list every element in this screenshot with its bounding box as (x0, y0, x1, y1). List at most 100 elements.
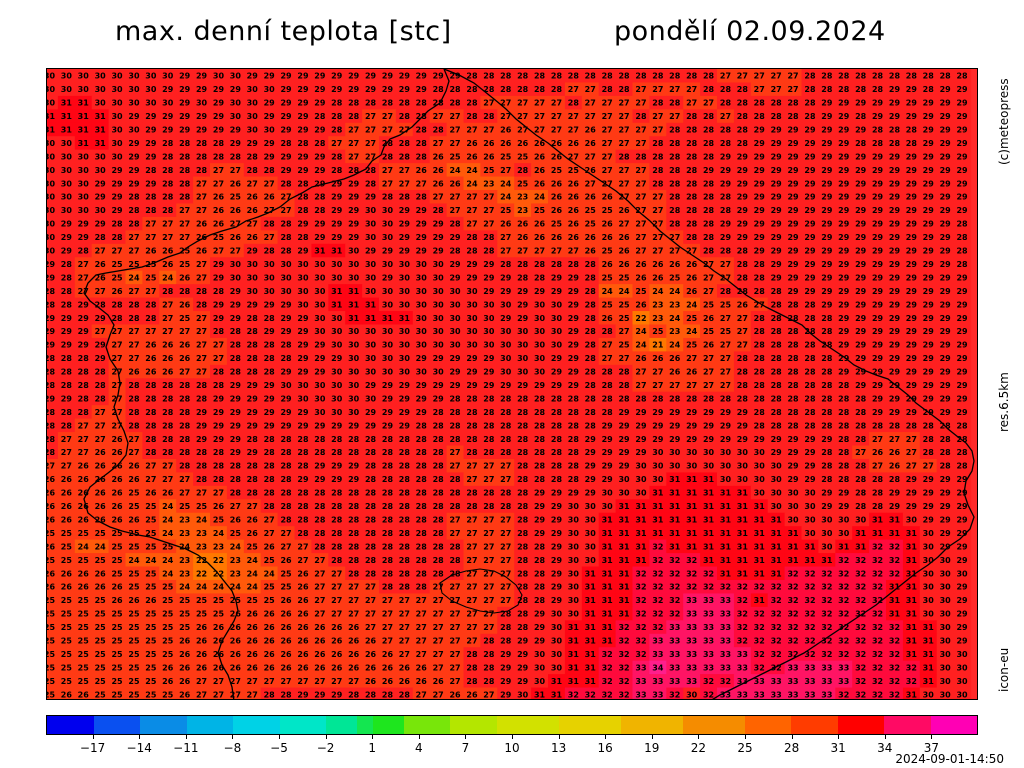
grid-value: 29 (956, 394, 968, 403)
grid-cell (260, 136, 279, 151)
grid-value: 26 (551, 179, 563, 188)
grid-value: 28 (872, 421, 884, 430)
grid-value: 27 (78, 287, 89, 296)
grid-cell (142, 109, 160, 124)
grid-value: 29 (264, 152, 276, 161)
grid-cell (886, 149, 904, 164)
grid-cell (902, 136, 921, 151)
grid-value: 29 (314, 475, 326, 484)
grid-value: 27 (433, 583, 444, 592)
grid-value: 27 (889, 435, 900, 444)
grid-value: 29 (230, 287, 242, 296)
grid-cell (581, 149, 600, 164)
grid-value: 28 (771, 112, 783, 121)
grid-cell (919, 95, 938, 110)
grid-cell (463, 95, 481, 110)
grid-cell (750, 149, 769, 164)
grid-value: 31 (95, 112, 107, 121)
grid-value: 28 (872, 126, 884, 135)
grid-cell (852, 69, 870, 84)
grid-value: 26 (280, 556, 292, 565)
grid-cell (886, 109, 904, 124)
grid-value: 30 (551, 341, 563, 350)
grid-value: 27 (635, 85, 646, 94)
grid-cell (193, 109, 211, 124)
grid-value: 28 (230, 152, 242, 161)
grid-value: 28 (517, 502, 529, 511)
grid-value: 29 (787, 287, 799, 296)
grid-value: 29 (348, 179, 360, 188)
grid-value: 30 (551, 314, 563, 323)
grid-value: 29 (855, 300, 867, 309)
grid-value: 28 (230, 475, 242, 484)
grid-value: 29 (838, 489, 850, 498)
grid-value: 28 (568, 394, 580, 403)
grid-value: 28 (145, 193, 157, 202)
grid-value: 29 (906, 489, 918, 498)
grid-value: 28 (314, 206, 326, 215)
grid-value: 28 (703, 247, 715, 256)
grid-cell (649, 95, 667, 110)
grid-value: 28 (585, 260, 597, 269)
grid-value: 30 (416, 287, 428, 296)
grid-value: 29 (500, 273, 512, 282)
grid-value: 26 (500, 139, 512, 148)
grid-value: 28 (737, 394, 749, 403)
grid-cell (47, 176, 59, 191)
grid-value: 27 (399, 179, 410, 188)
grid-cell (750, 163, 769, 178)
grid-value: 26 (145, 247, 157, 256)
grid-value: 29 (906, 408, 918, 417)
grid-value: 26 (280, 596, 292, 605)
grid-cell (767, 69, 786, 84)
grid-value: 28 (923, 421, 935, 430)
grid-value: 29 (61, 327, 73, 336)
grid-cell (564, 163, 583, 178)
grid-value: 29 (280, 99, 292, 108)
grid-value: 28 (686, 206, 698, 215)
grid-cell (615, 122, 634, 137)
grid-value: 29 (906, 314, 918, 323)
grid-value: 32 (787, 623, 798, 632)
grid-value: 27 (449, 623, 460, 632)
grid-value: 31 (602, 610, 614, 619)
grid-value: 28 (821, 72, 833, 81)
grid-cell (717, 82, 735, 97)
grid-cell (598, 95, 617, 110)
grid-cell (632, 149, 650, 164)
grid-value: 28 (297, 233, 309, 242)
grid-cell (379, 122, 397, 137)
grid-cell (801, 109, 819, 124)
grid-value: 31 (754, 502, 766, 511)
grid-value: 26 (95, 489, 107, 498)
grid-cell (210, 136, 228, 151)
grid-value: 30 (737, 475, 749, 484)
grid-cell (733, 109, 752, 124)
grid-value: 28 (703, 112, 715, 121)
grid-value: 29 (940, 502, 952, 511)
grid-cell (835, 95, 853, 110)
grid-value: 30 (230, 273, 242, 282)
grid-value: 28 (956, 421, 968, 430)
grid-value: 28 (855, 112, 867, 121)
grid-value: 33 (720, 610, 731, 619)
grid-value: 31 (669, 489, 681, 498)
grid-value: 30 (47, 152, 55, 161)
grid-cell (193, 95, 211, 110)
grid-value: 28 (703, 152, 715, 161)
grid-value: 31 (635, 515, 647, 524)
grid-value: 30 (365, 220, 377, 229)
grid-value: 30 (348, 260, 360, 269)
grid-cell (328, 82, 346, 97)
grid-value: 29 (568, 368, 580, 377)
grid-value: 27 (196, 489, 207, 498)
grid-value: 27 (449, 610, 460, 619)
grid-value: 24 (534, 193, 546, 202)
grid-cell (767, 136, 786, 151)
grid-value: 28 (669, 193, 681, 202)
grid-cell (666, 122, 684, 137)
grid-value: 22 (196, 569, 207, 578)
grid-cell (902, 69, 921, 84)
grid-value: 29 (754, 193, 766, 202)
grid-value: 29 (787, 435, 799, 444)
